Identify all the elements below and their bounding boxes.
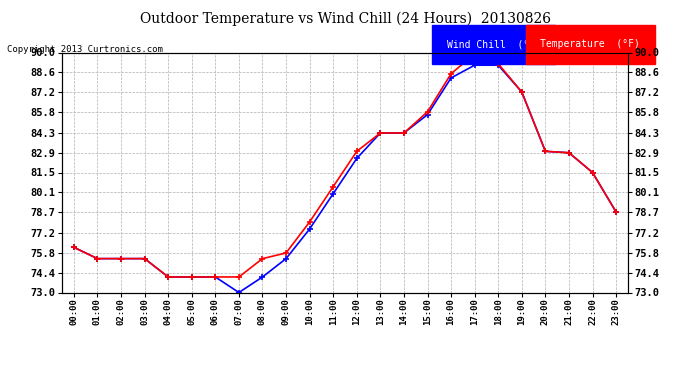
Text: Wind Chill  (°F): Wind Chill (°F) xyxy=(447,39,541,49)
Text: Outdoor Temperature vs Wind Chill (24 Hours)  20130826: Outdoor Temperature vs Wind Chill (24 Ho… xyxy=(139,11,551,26)
Text: Temperature  (°F): Temperature (°F) xyxy=(540,39,640,49)
Text: Copyright 2013 Curtronics.com: Copyright 2013 Curtronics.com xyxy=(7,45,163,54)
